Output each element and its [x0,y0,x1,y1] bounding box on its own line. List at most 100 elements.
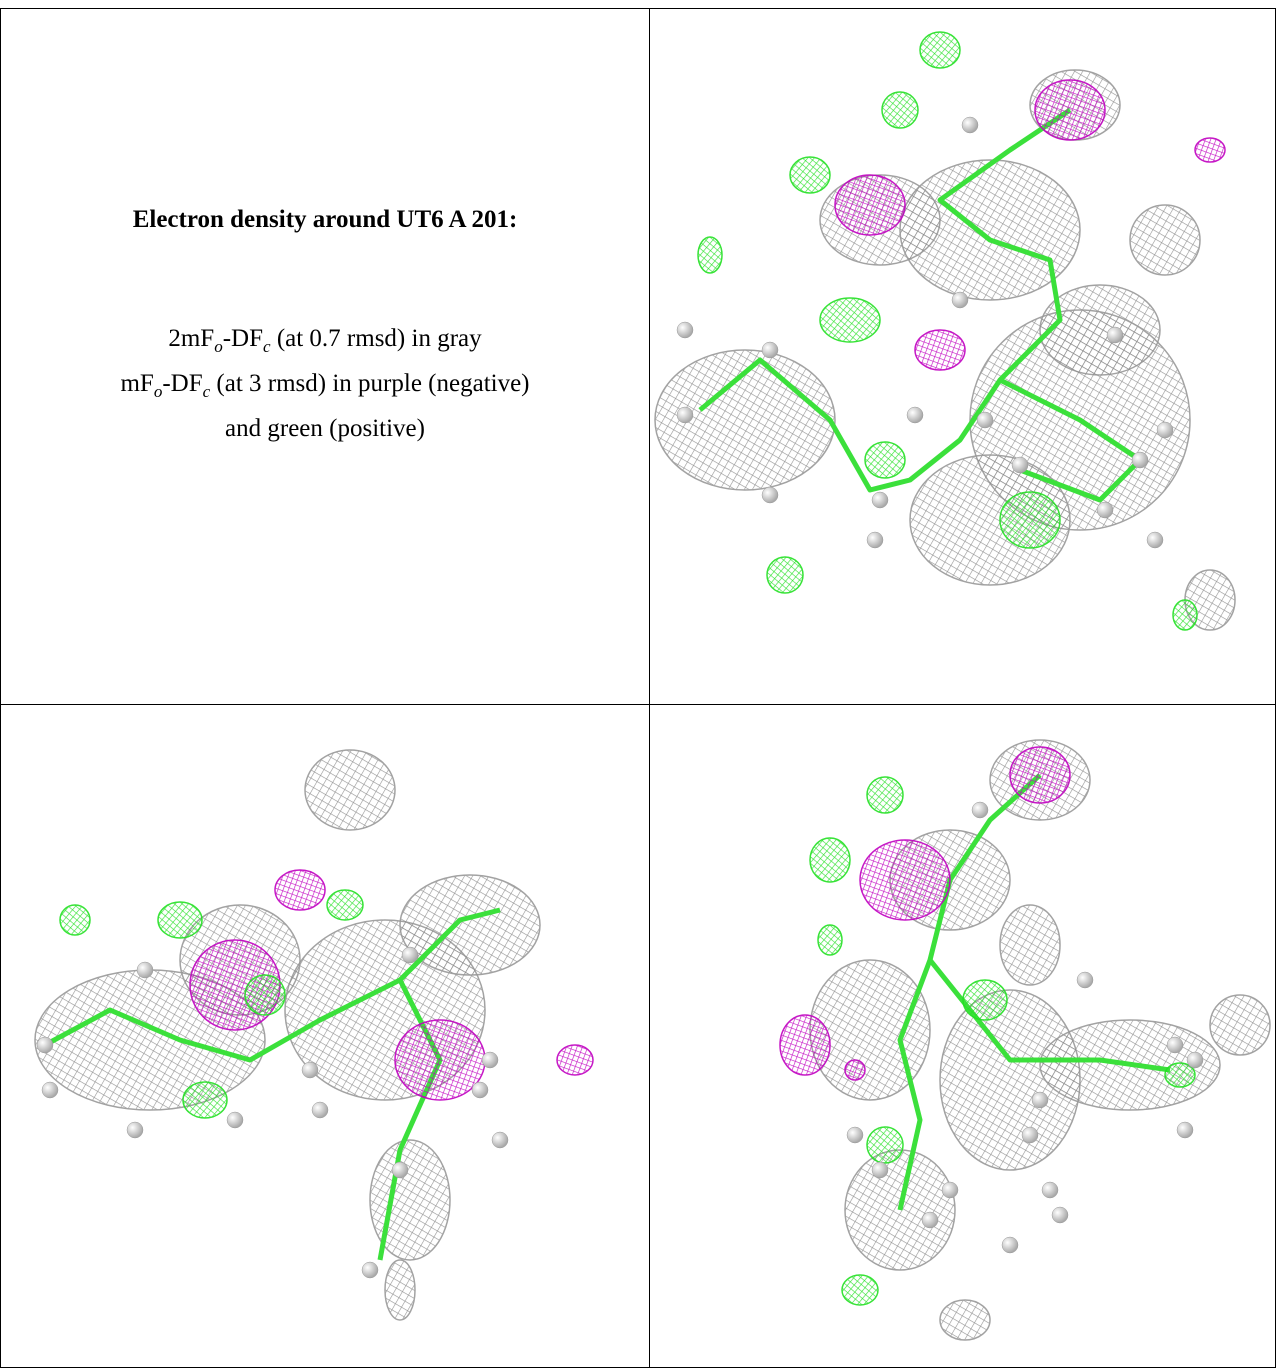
hydrogen-atom [1041,1181,1059,1199]
negative-mesh [859,839,951,921]
legend-text: mF [120,370,154,397]
negative-mesh [834,174,906,236]
hydrogen-atom [226,1111,244,1129]
hydrogen-atom [361,1261,379,1279]
legend-text: -DF [162,370,203,397]
hydrogen-atom [1106,326,1124,344]
positive-mesh [244,974,286,1016]
positive-mesh [697,236,723,274]
gray-mesh [384,1259,416,1321]
hydrogen-atom [1076,971,1094,989]
gray-mesh [369,1139,451,1261]
hydrogen-atom [761,486,779,504]
hydrogen-atom [1096,501,1114,519]
subscript: o [214,337,223,356]
hydrogen-atom [1011,456,1029,474]
negative-mesh [274,869,326,911]
positive-mesh [1172,599,1198,631]
panel-title: Electron density around UT6 A 201: [132,206,518,233]
hydrogen-atom [391,1161,409,1179]
hydrogen-atom [471,1081,489,1099]
hydrogen-atom [401,946,419,964]
legend-line: mFo-DFc (at 3 rmsd) in purple (negative) [0,365,650,410]
positive-mesh [817,924,843,956]
positive-mesh [157,901,203,939]
positive-mesh [809,837,851,883]
hydrogen-atom [906,406,924,424]
hydrogen-atom [951,291,969,309]
bond [377,978,443,1261]
hydrogen-atom [1186,1051,1204,1069]
hydrogen-atom [1131,451,1149,469]
bond [43,907,501,1063]
positive-mesh [919,31,961,69]
hydrogen-atom [491,1131,509,1149]
hydrogen-atom [311,1101,329,1119]
hydrogen-atom [481,1051,499,1069]
hydrogen-atom [846,1126,864,1144]
gray-mesh [909,454,1071,586]
positive-mesh [1164,1062,1196,1088]
subscript: o [153,382,163,401]
hydrogen-atom [971,801,989,819]
legend-text: (at 0.7 rmsd) in gray [270,325,482,352]
hydrogen-atom [761,341,779,359]
gray-mesh [1209,994,1271,1056]
positive-mesh [766,556,804,594]
legend-text: (at 3 rmsd) in purple (negative) [210,370,530,397]
hydrogen-atom [41,1081,59,1099]
negative-mesh [1009,746,1071,804]
legend-line: and green (positive) [0,410,650,447]
hydrogen-atom [136,961,154,979]
hydrogen-atom [941,1181,959,1199]
negative-mesh [914,329,966,371]
positive-mesh [962,979,1008,1021]
positive-mesh [59,904,91,936]
hydrogen-atom [1021,1126,1039,1144]
hydrogen-atom [871,1161,889,1179]
legend: 2mFo-DFc (at 0.7 rmsd) in gray mFo-DFc (a… [0,320,650,447]
gray-mesh [1129,204,1201,276]
gray-mesh [939,1299,991,1341]
hydrogen-atom [1176,1121,1194,1139]
gray-mesh [399,874,541,976]
gray-mesh [999,904,1061,986]
hydrogen-atom [1051,1206,1069,1224]
hydrogen-atom [921,1211,939,1229]
legend-line: 2mFo-DFc (at 0.7 rmsd) in gray [0,320,650,365]
positive-mesh [999,491,1061,549]
hydrogen-atom [866,531,884,549]
gray-mesh [304,749,396,831]
hydrogen-atom [871,491,889,509]
hydrogen-atom [1156,421,1174,439]
hydrogen-atom [1166,1036,1184,1054]
hydrogen-atom [1031,1091,1049,1109]
subscript: c [202,382,211,401]
hydrogen-atom [676,406,694,424]
legend-text: -DF [222,325,264,352]
negative-mesh [1194,137,1226,163]
positive-mesh [326,889,364,921]
hydrogen-atom [976,411,994,429]
negative-mesh [394,1019,486,1101]
negative-mesh [556,1044,594,1076]
positive-mesh [819,297,881,343]
positive-mesh [866,776,904,814]
hydrogen-atom [961,116,979,134]
hydrogen-atom [676,321,694,339]
hydrogen-atom [1001,1236,1019,1254]
negative-mesh [779,1014,831,1076]
positive-mesh [881,91,919,129]
subscript: c [263,337,271,356]
positive-mesh [841,1274,879,1306]
legend-text: and green (positive) [225,415,425,442]
hydrogen-atom [1146,531,1164,549]
positive-mesh [864,441,906,479]
hydrogen-atom [301,1061,319,1079]
hydrogen-atom [36,1036,54,1054]
legend-text: 2mF [168,325,215,352]
hydrogen-atom [126,1121,144,1139]
positive-mesh [866,1126,904,1164]
